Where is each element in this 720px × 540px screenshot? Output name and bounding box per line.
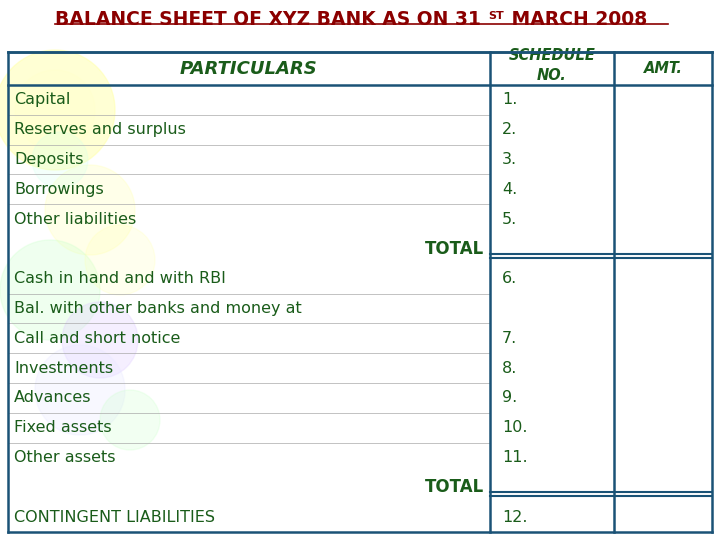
Circle shape	[0, 50, 115, 170]
Text: 2.: 2.	[502, 122, 517, 137]
Text: Advances: Advances	[14, 390, 91, 406]
Text: 5.: 5.	[502, 212, 517, 227]
Circle shape	[100, 390, 160, 450]
Text: Bal. with other banks and money at: Bal. with other banks and money at	[14, 301, 302, 316]
Text: TOTAL: TOTAL	[425, 478, 484, 496]
Text: ST: ST	[488, 11, 504, 21]
Text: 8.: 8.	[502, 361, 518, 376]
Text: Other assets: Other assets	[14, 450, 115, 465]
Circle shape	[15, 70, 95, 150]
Circle shape	[62, 302, 138, 378]
Text: Call and short notice: Call and short notice	[14, 331, 181, 346]
Text: Investments: Investments	[14, 361, 113, 376]
Circle shape	[45, 165, 135, 255]
Text: 12.: 12.	[502, 510, 528, 524]
Text: Deposits: Deposits	[14, 152, 84, 167]
Text: AMT.: AMT.	[644, 61, 683, 76]
Circle shape	[32, 132, 88, 188]
Text: 7.: 7.	[502, 331, 517, 346]
Text: Reserves and surplus: Reserves and surplus	[14, 122, 186, 137]
Text: 4.: 4.	[502, 182, 517, 197]
Text: Capital: Capital	[14, 92, 71, 107]
Text: PARTICULARS: PARTICULARS	[180, 59, 318, 78]
Text: 11.: 11.	[502, 450, 528, 465]
Text: Cash in hand and with RBI: Cash in hand and with RBI	[14, 271, 226, 286]
Text: 6.: 6.	[502, 271, 517, 286]
Text: Borrowings: Borrowings	[14, 182, 104, 197]
Text: TOTAL: TOTAL	[425, 240, 484, 258]
Circle shape	[85, 225, 155, 295]
Text: CONTINGENT LIABILITIES: CONTINGENT LIABILITIES	[14, 510, 215, 524]
Text: BALANCE SHEET OF XYZ BANK AS ON 31: BALANCE SHEET OF XYZ BANK AS ON 31	[55, 10, 481, 29]
Text: Fixed assets: Fixed assets	[14, 420, 112, 435]
Circle shape	[0, 240, 100, 340]
Text: MARCH 2008: MARCH 2008	[505, 10, 647, 29]
Text: 3.: 3.	[502, 152, 517, 167]
Circle shape	[35, 345, 125, 435]
Text: SCHEDULE
NO.: SCHEDULE NO.	[508, 48, 595, 83]
Text: 10.: 10.	[502, 420, 528, 435]
Text: 9.: 9.	[502, 390, 517, 406]
Text: Other liabilities: Other liabilities	[14, 212, 136, 227]
Text: 1.: 1.	[502, 92, 518, 107]
